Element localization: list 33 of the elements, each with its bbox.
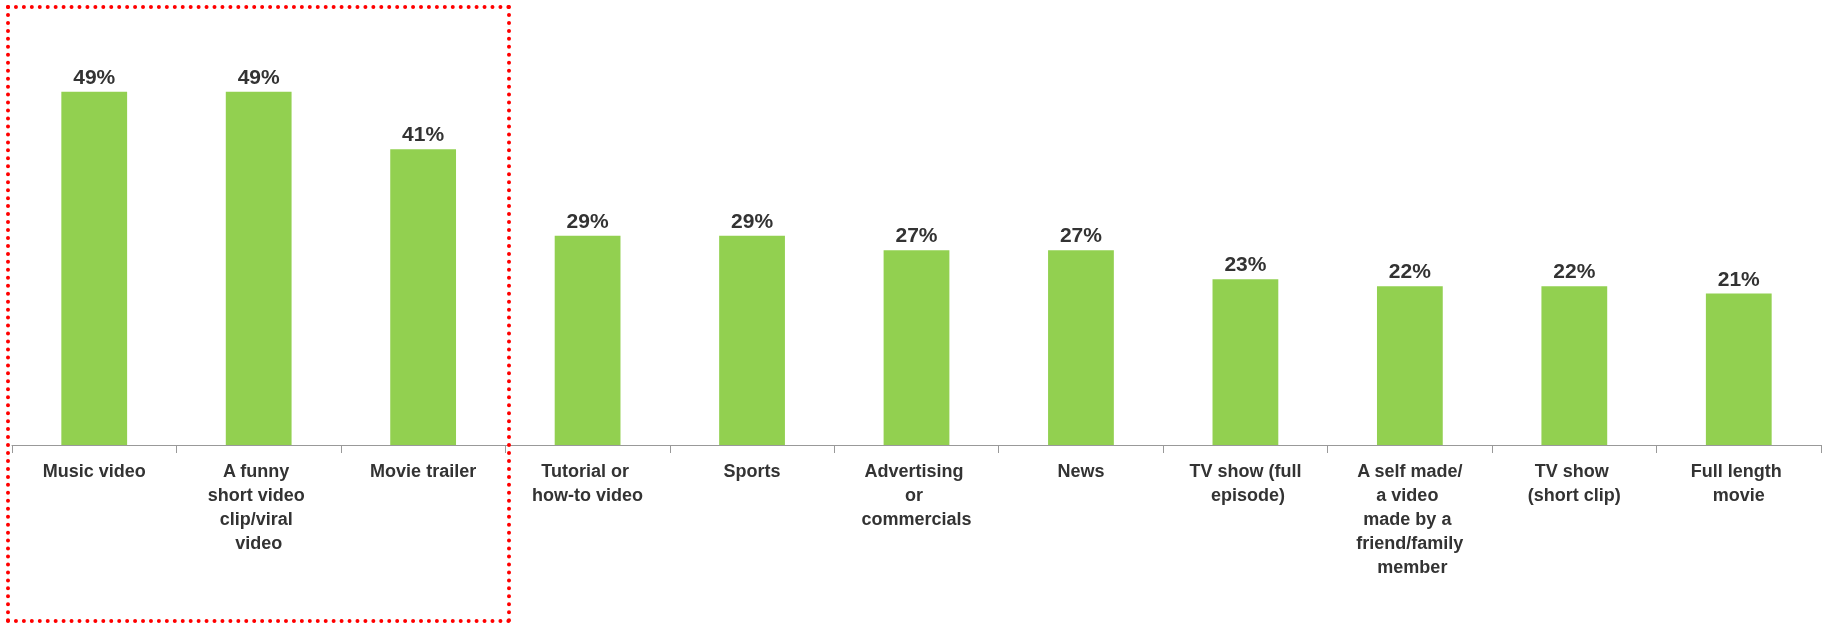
x-tick-label: A funny short video clip/viral video	[207, 461, 310, 553]
data-label: 27%	[1059, 223, 1103, 247]
x-tick-label: Music video	[42, 461, 146, 481]
data-label: 23%	[1224, 252, 1267, 276]
data-label: 41%	[402, 122, 445, 146]
x-tick-label: Full length movie	[1690, 461, 1787, 505]
x-tick-label: Tutorial or how-to video	[532, 461, 644, 505]
data-label: 22%	[1388, 259, 1432, 283]
x-tick-label: Sports	[723, 461, 781, 481]
data-label: 49%	[73, 64, 116, 88]
data-label: 29%	[566, 208, 609, 232]
x-tick-label: Movie trailer	[370, 461, 477, 481]
bar	[390, 149, 457, 445]
bar	[883, 250, 950, 445]
bar	[225, 91, 292, 445]
x-tick-label: TV show (full episode)	[1189, 461, 1302, 505]
bar	[1541, 286, 1608, 445]
x-tick-label: TV show (short clip)	[1527, 461, 1621, 505]
bar	[1376, 286, 1443, 445]
data-label: 22%	[1553, 259, 1596, 283]
bar	[61, 91, 128, 445]
bar	[554, 235, 621, 445]
bar	[719, 235, 785, 445]
bar	[1705, 293, 1772, 445]
x-tick-label: News	[1057, 461, 1105, 481]
data-label: 21%	[1717, 266, 1761, 290]
bar	[1048, 250, 1114, 445]
bar	[1212, 279, 1279, 445]
x-tick-label: A self made/a video made by a friend/family member	[1356, 461, 1464, 577]
data-label: 49%	[237, 64, 281, 88]
data-label: 27%	[895, 223, 938, 247]
x-tick-label: Advertising or commercials	[861, 461, 972, 529]
data-label: 29%	[731, 208, 774, 232]
